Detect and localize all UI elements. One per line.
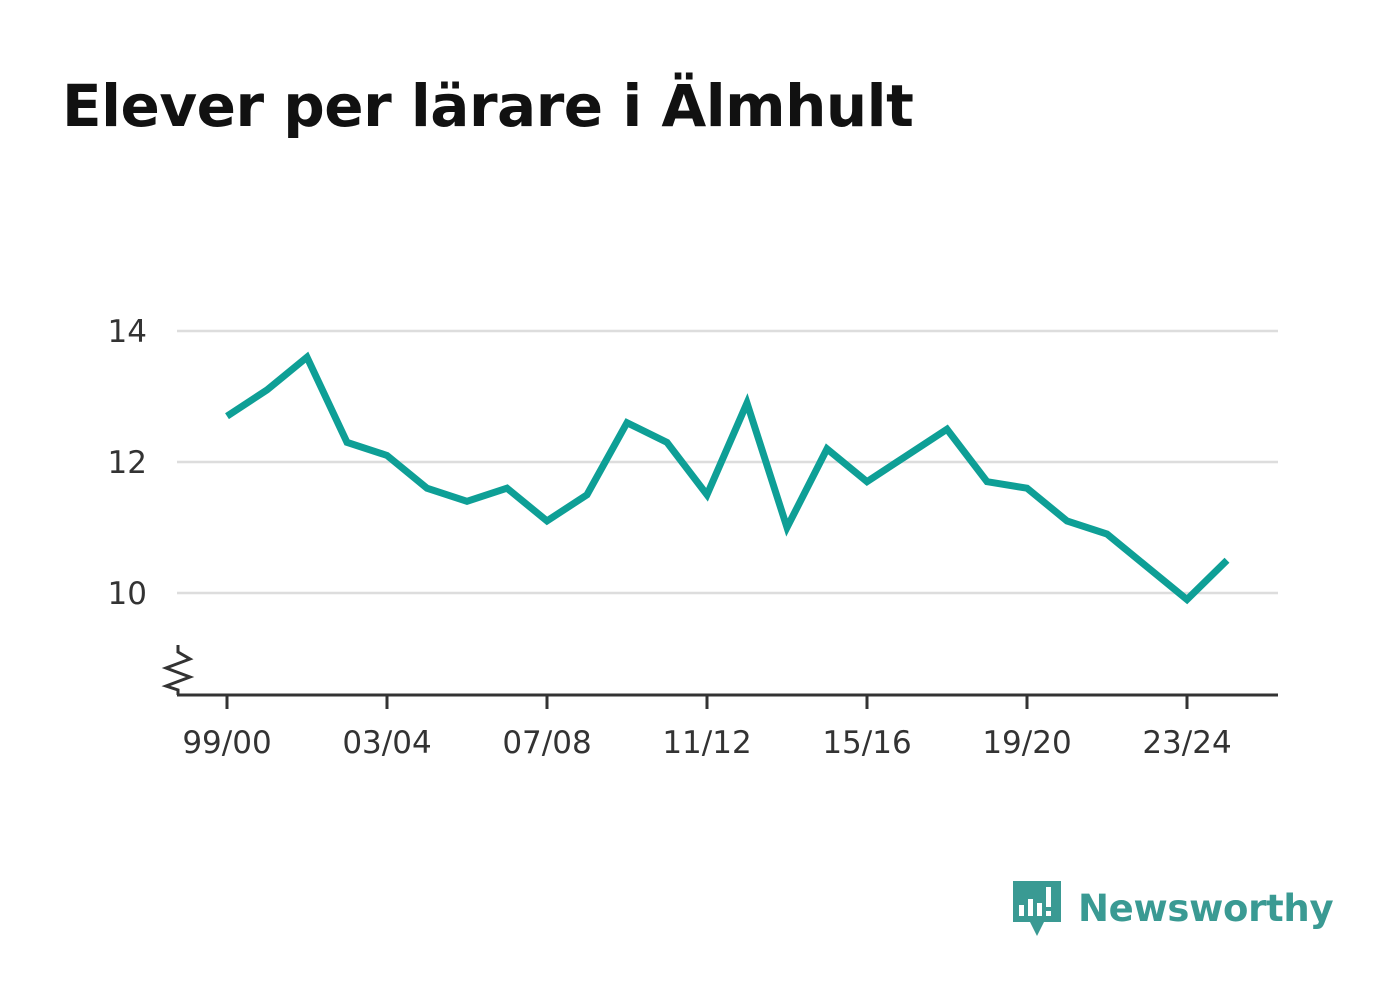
x-axis: 99/00 03/04 07/08 11/12 15/16 19/20 23/24 [177, 693, 1278, 761]
y-tick-label-12: 12 [108, 445, 147, 481]
axis-break-icon [161, 645, 195, 695]
series-lines [225, 351, 1230, 605]
x-tick-label: 03/04 [342, 725, 431, 761]
brand-name: Newsworthy [1078, 886, 1334, 930]
x-tick-label: 11/12 [662, 725, 751, 761]
chart-title: Elever per lärare i Älmhult [62, 72, 914, 140]
axis-break-zigzag [161, 645, 195, 695]
x-tick-label: 15/16 [822, 725, 911, 761]
x-tick-label: 07/08 [502, 725, 591, 761]
brand: Newsworthy [1010, 878, 1334, 938]
gridlines [177, 329, 1278, 595]
y-tick-label-14: 14 [108, 314, 147, 350]
newsworthy-logo-icon [1013, 881, 1061, 936]
x-tick-label: 19/20 [982, 725, 1071, 761]
x-tick-label: 23/24 [1142, 725, 1231, 761]
series-line-0 [225, 351, 1230, 605]
y-tick-label-10: 10 [108, 576, 147, 612]
y-axis-ticks: 10 12 14 [108, 314, 147, 612]
x-tick-label: 99/00 [182, 725, 271, 761]
